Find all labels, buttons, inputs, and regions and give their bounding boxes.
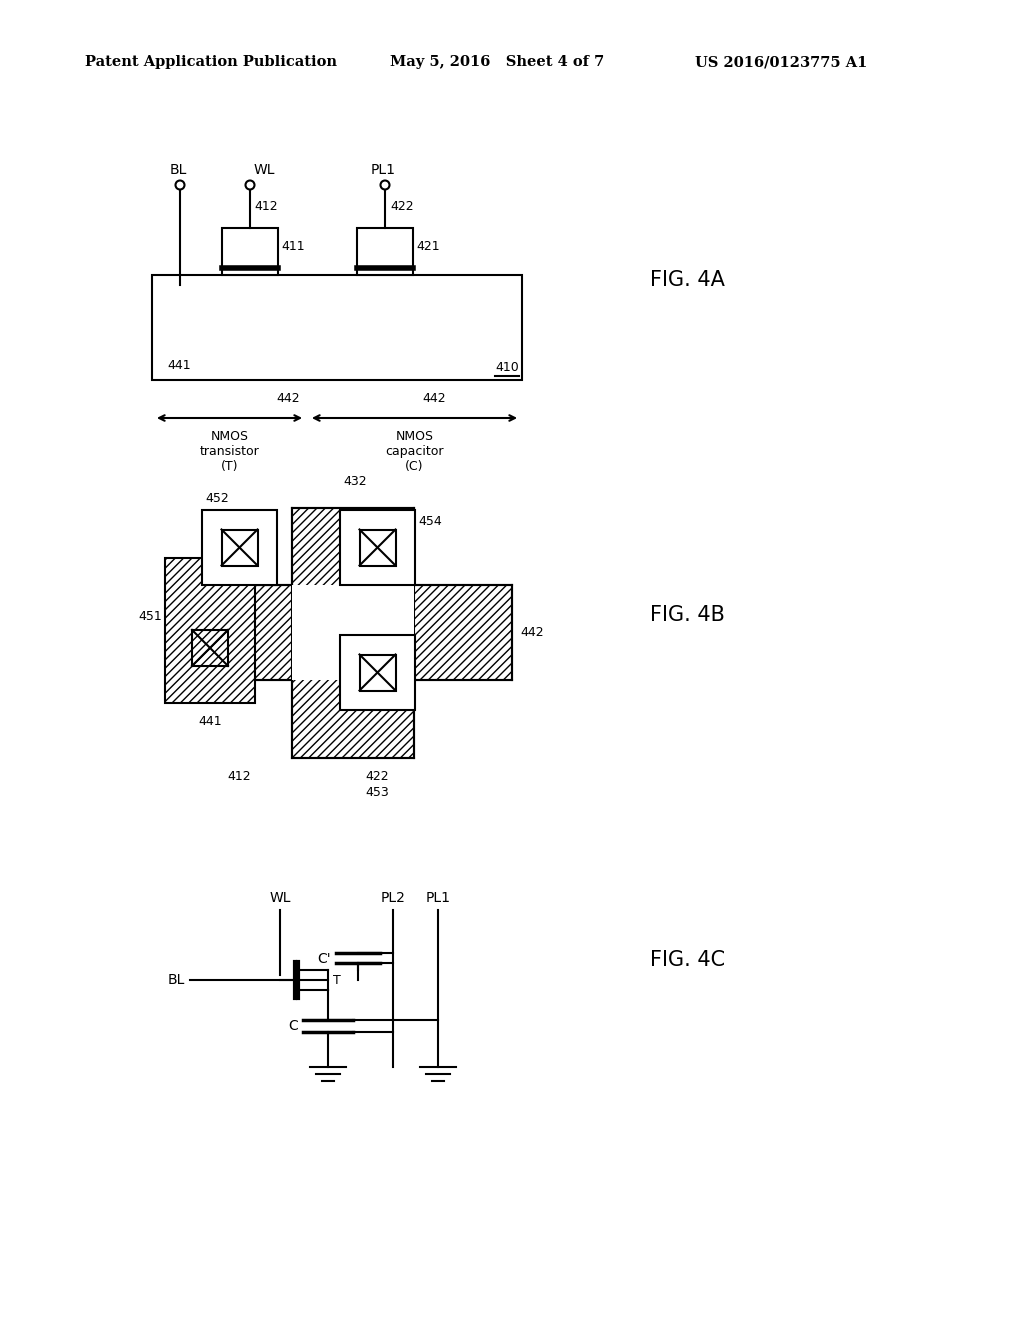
Text: PL2: PL2 [381, 891, 406, 906]
Text: BL: BL [169, 162, 186, 177]
Bar [292, 585, 414, 680]
Bar [292, 585, 414, 680]
Text: C': C' [317, 952, 331, 966]
Bar [202, 585, 512, 680]
Bar [221, 529, 257, 565]
Text: NMOS
transistor
(T): NMOS transistor (T) [200, 430, 259, 473]
Text: May 5, 2016   Sheet 4 of 7: May 5, 2016 Sheet 4 of 7 [390, 55, 604, 69]
Text: 412: 412 [254, 201, 278, 213]
Text: 454: 454 [418, 515, 441, 528]
Text: 432: 432 [343, 475, 367, 488]
Text: 421: 421 [416, 240, 439, 253]
Bar [359, 529, 395, 565]
Bar [292, 508, 414, 758]
Text: 422: 422 [366, 770, 389, 783]
Text: WL: WL [269, 891, 291, 906]
Text: PL1: PL1 [371, 162, 395, 177]
Bar [193, 630, 228, 665]
Text: 410: 410 [496, 360, 519, 374]
Text: 442: 442 [276, 392, 300, 405]
Text: NMOS
capacitor
(C): NMOS capacitor (C) [385, 430, 443, 473]
Text: PL1: PL1 [426, 891, 451, 906]
Text: US 2016/0123775 A1: US 2016/0123775 A1 [695, 55, 867, 69]
Text: FIG. 4B: FIG. 4B [650, 605, 725, 624]
Bar [162, 285, 222, 374]
Bar [340, 635, 415, 710]
Bar [340, 510, 415, 585]
Bar [202, 510, 278, 585]
Text: Patent Application Publication: Patent Application Publication [85, 55, 337, 69]
Text: 422: 422 [390, 201, 414, 213]
Bar [359, 655, 395, 690]
Text: WL: WL [254, 162, 275, 177]
Bar [165, 558, 255, 704]
Bar [407, 285, 465, 374]
Bar [152, 275, 522, 380]
Bar [278, 285, 336, 374]
Text: FIG. 4C: FIG. 4C [650, 950, 725, 970]
Text: 441: 441 [199, 715, 222, 729]
Text: C: C [288, 1019, 298, 1034]
Text: T: T [333, 974, 341, 986]
Text: 441: 441 [167, 359, 190, 372]
Text: 412: 412 [227, 770, 251, 783]
Text: 411: 411 [281, 240, 304, 253]
Bar [222, 228, 278, 275]
Text: BL: BL [168, 973, 185, 987]
Text: 451: 451 [138, 610, 162, 623]
Text: 442: 442 [520, 626, 544, 639]
Text: 452: 452 [205, 492, 228, 506]
Text: FIG. 4A: FIG. 4A [650, 271, 725, 290]
Text: 442: 442 [422, 392, 445, 405]
Text: 453: 453 [366, 785, 389, 799]
Bar [357, 228, 413, 275]
